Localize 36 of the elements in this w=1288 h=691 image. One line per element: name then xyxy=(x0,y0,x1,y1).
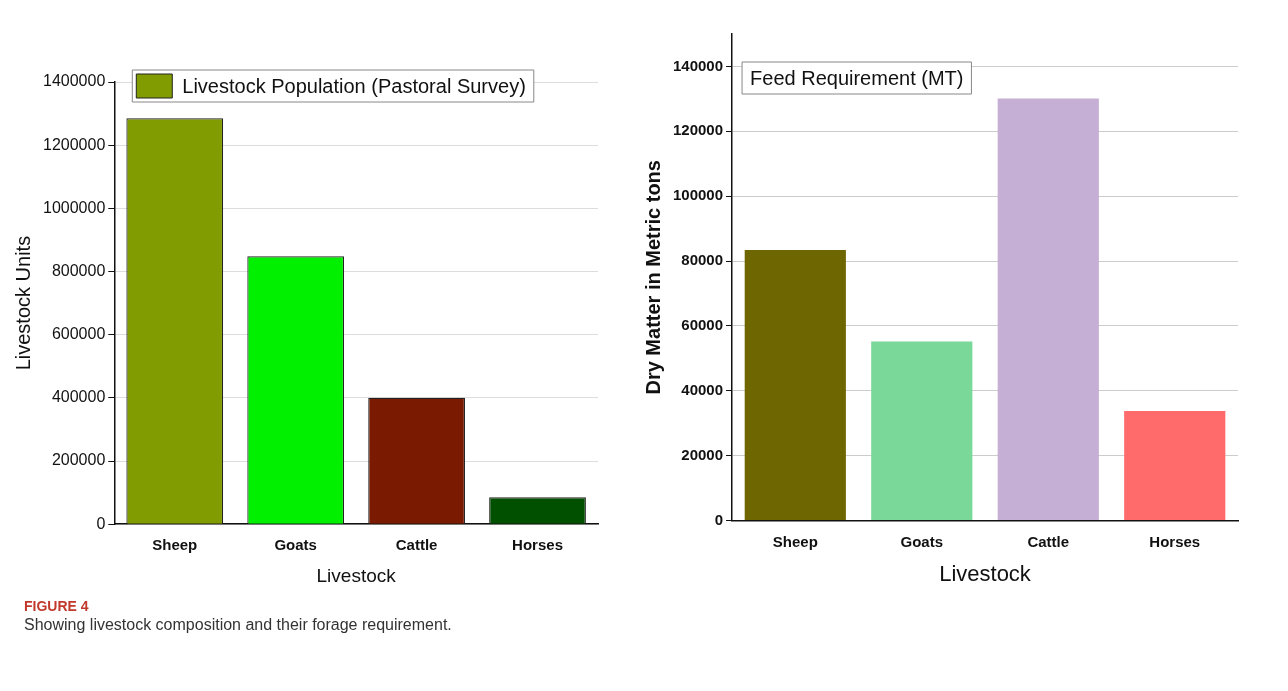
y-tick-label: 1200000 xyxy=(42,135,106,153)
bar xyxy=(744,250,846,521)
y-tick-label: 1400000 xyxy=(42,72,106,90)
y-tick-label: 100000 xyxy=(672,186,724,204)
y-tick-label: 140000 xyxy=(672,56,724,74)
bar xyxy=(997,98,1099,521)
y-tick-label: 800000 xyxy=(51,261,106,279)
x-axis-title: Livestock xyxy=(939,560,1032,586)
x-tick-label: Horses xyxy=(1149,532,1201,550)
y-tick-label: 400000 xyxy=(51,388,106,406)
text: Showing livestock composition and their forage requirement. xyxy=(24,616,453,634)
y-axis-title: Livestock Units xyxy=(11,235,34,371)
x-tick-label: Sheep xyxy=(772,532,818,550)
y-tick-label: 20000 xyxy=(681,445,724,463)
bar xyxy=(871,341,973,521)
x-tick-label: Goats xyxy=(274,536,317,554)
series-label: Feed Requirement (MT) xyxy=(750,66,964,89)
x-tick-label: Cattle xyxy=(1027,532,1070,550)
x-tick-label: Goats xyxy=(900,532,944,550)
x-axis-title: Livestock xyxy=(316,564,397,586)
y-tick-label: 0 xyxy=(714,510,724,528)
y-axis-title: Dry Matter in Metric tons xyxy=(641,160,664,395)
y-tick-label: 200000 xyxy=(51,451,106,469)
legend-label: Livestock Population (Pastoral Survey) xyxy=(182,74,526,97)
x-tick-label: Sheep xyxy=(152,536,198,554)
y-tick-label: 1000000 xyxy=(42,198,106,216)
x-tick-label: Horses xyxy=(512,536,563,554)
y-tick-label: 600000 xyxy=(51,325,106,343)
bar xyxy=(1124,410,1226,521)
y-tick-label: 120000 xyxy=(672,121,724,139)
y-tick-label: 60000 xyxy=(681,316,724,334)
y-tick-label: 0 xyxy=(96,514,106,532)
y-tick-label: 40000 xyxy=(681,380,724,398)
caption: FIGURE 4 xyxy=(24,598,90,614)
x-tick-label: Cattle xyxy=(395,536,438,554)
y-tick-label: 80000 xyxy=(681,251,724,269)
